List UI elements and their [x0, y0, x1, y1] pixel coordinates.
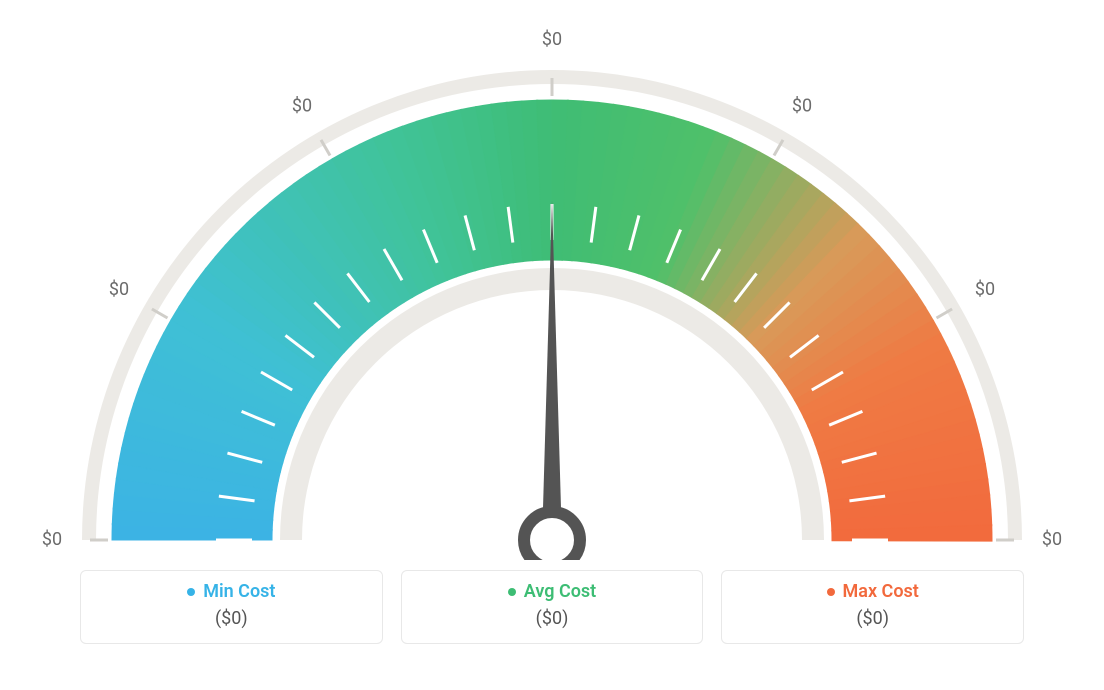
legend-dot: [508, 588, 516, 596]
legend-card: Min Cost ($0): [80, 570, 383, 644]
legend-card: Avg Cost ($0): [401, 570, 704, 644]
legend-card: Max Cost ($0): [721, 570, 1024, 644]
needle-hub: [524, 512, 580, 560]
cost-gauge-widget: $0$0$0$0$0$0$0 Min Cost($0)Avg Cost($0)M…: [0, 0, 1104, 690]
legend-label: Max Cost: [843, 581, 919, 602]
gauge-area: $0 $0 $0 $0 $0 $0 $0: [40, 0, 1064, 560]
tick-label: $0: [42, 529, 62, 550]
tick-label: $0: [292, 96, 312, 117]
gauge-chart: $0 $0 $0 $0 $0 $0 $0: [40, 0, 1064, 560]
tick-label: $0: [542, 29, 562, 50]
tick-label: $0: [792, 96, 812, 117]
tick-label: $0: [975, 279, 995, 300]
tick-label: $0: [109, 279, 129, 300]
legend-row: Min Cost ($0) Avg Cost ($0) Max Cost ($0): [80, 570, 1024, 644]
legend-label: Avg Cost: [524, 581, 596, 602]
legend-dot: [187, 588, 195, 596]
legend-label: Min Cost: [203, 581, 275, 602]
legend-header: Max Cost: [738, 581, 1007, 602]
legend-value: ($0): [738, 608, 1007, 629]
legend-value: ($0): [97, 608, 366, 629]
legend-dot: [827, 588, 835, 596]
legend-header: Min Cost: [97, 581, 366, 602]
legend-value: ($0): [418, 608, 687, 629]
tick-label: $0: [1042, 529, 1062, 550]
legend-header: Avg Cost: [418, 581, 687, 602]
